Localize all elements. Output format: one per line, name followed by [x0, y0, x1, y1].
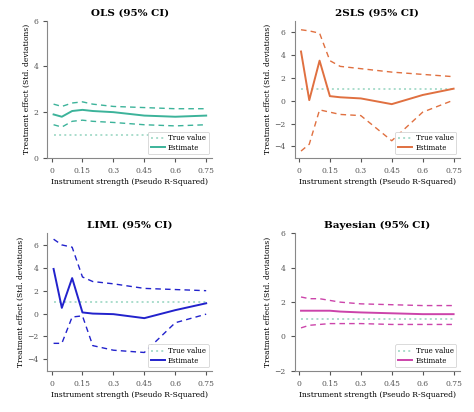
Legend: True value, Estimate: True value, Estimate	[148, 344, 209, 368]
Title: 2SLS (95% CI): 2SLS (95% CI)	[336, 8, 419, 17]
X-axis label: Instrument strength (Pseudo R-Squared): Instrument strength (Pseudo R-Squared)	[299, 391, 456, 398]
Y-axis label: Treatment effect (Std. deviations): Treatment effect (Std. deviations)	[16, 237, 24, 367]
Y-axis label: Treatment effect (Std. deviations): Treatment effect (Std. deviations)	[264, 237, 272, 367]
X-axis label: Instrument strength (Pseudo R-Squared): Instrument strength (Pseudo R-Squared)	[51, 391, 209, 398]
Title: OLS (95% CI): OLS (95% CI)	[91, 8, 169, 17]
Legend: True value, Estimate: True value, Estimate	[395, 131, 456, 154]
Title: Bayesian (95% CI): Bayesian (95% CI)	[324, 221, 430, 230]
X-axis label: Instrument strength (Pseudo R-Squared): Instrument strength (Pseudo R-Squared)	[299, 178, 456, 186]
Y-axis label: Treatment effect (Std. deviations): Treatment effect (Std. deviations)	[264, 24, 272, 154]
Legend: True value, Estimate: True value, Estimate	[148, 131, 209, 154]
Y-axis label: Treatment effect (Std. deviations): Treatment effect (Std. deviations)	[23, 24, 31, 154]
X-axis label: Instrument strength (Pseudo R-Squared): Instrument strength (Pseudo R-Squared)	[51, 178, 209, 186]
Title: LIML (95% CI): LIML (95% CI)	[87, 221, 173, 230]
Legend: True value, Estimate: True value, Estimate	[395, 344, 456, 368]
